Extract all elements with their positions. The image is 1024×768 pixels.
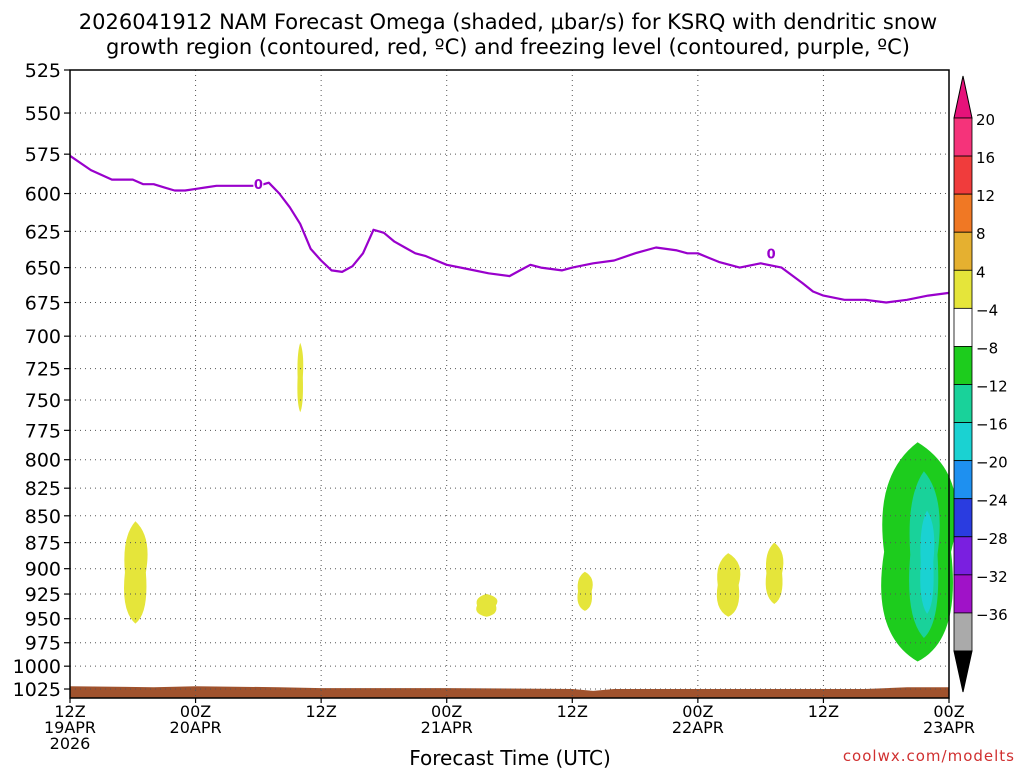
x-tick-label-36-0: 00Z (431, 702, 462, 721)
y-tick-label-725: 725 (25, 359, 61, 381)
colorbar-label-11: −28 (976, 530, 1008, 548)
colorbar-label-0: 20 (976, 111, 995, 129)
freezing-level-label-0: 0 (254, 178, 263, 193)
y-tick-label-625: 625 (25, 221, 61, 243)
colorbar-label-4: 4 (976, 263, 986, 281)
colorbar-segment-7 (953, 384, 973, 423)
colorbar-segment-5 (953, 307, 973, 347)
y-tick-label-550: 550 (25, 103, 61, 125)
y-tick-label-900: 900 (25, 559, 61, 581)
y-tick-label-800: 800 (25, 450, 61, 472)
omega-region-2 (476, 594, 498, 617)
freezing-level-line (69, 154, 950, 304)
x-tick-label-12-0: 00Z (180, 702, 211, 721)
colorbar-bottom-arrow (953, 650, 973, 693)
colorbar-label-9: −20 (976, 454, 1008, 472)
x-axis-title: Forecast Time (UTC) (409, 746, 611, 768)
y-tick-label-775: 775 (25, 420, 61, 442)
chart-title-line2: growth region (contoured, red, ºC) and f… (106, 35, 910, 59)
y-tick-label-850: 850 (25, 506, 61, 528)
y-tick-label-750: 750 (25, 390, 61, 412)
omega-region-5 (765, 542, 784, 604)
colorbar-segment-4 (953, 269, 973, 309)
colorbar-label-2: 12 (976, 187, 995, 205)
x-tick-label-48-0: 12Z (557, 702, 588, 721)
plot-frame (69, 69, 950, 699)
y-axis: 525 550 575 600 625 650 675 700 725 750 775 800 825 8… (13, 60, 70, 701)
y-tick-label-950: 950 (25, 609, 61, 631)
y-tick-label-925: 925 (25, 584, 61, 606)
colorbar-segment-3 (953, 231, 973, 271)
y-tick-label-600: 600 (25, 184, 61, 206)
colorbar-segment-10 (953, 498, 973, 538)
omega-region-8 (920, 510, 935, 614)
y-tick-label-1000: 1000 (13, 656, 61, 678)
omega-region-3 (577, 571, 593, 611)
x-tick-label-0-0: 12Z (54, 702, 85, 721)
colorbar-top-arrow (953, 75, 973, 119)
colorbar-segment-11 (953, 536, 973, 576)
grid-lines (70, 70, 949, 698)
y-tick-label-1025: 1025 (13, 679, 61, 701)
y-tick-label-875: 875 (25, 533, 61, 555)
watermark: coolwx.com/modelts (843, 747, 1015, 765)
colorbar-segment-6 (953, 346, 973, 385)
x-tick-label-0-1: 19APR (44, 718, 96, 737)
colorbar-segment-9 (953, 460, 973, 500)
colorbar-segment-13 (953, 612, 973, 652)
chart-title-line1: 2026041912 NAM Forecast Omega (shaded, μ… (79, 10, 937, 34)
colorbar-label-6: −8 (976, 339, 998, 357)
colorbar-label-13: −36 (976, 606, 1008, 624)
y-tick-label-575: 575 (25, 144, 61, 166)
y-tick-label-525: 525 (25, 60, 61, 82)
freezing-label-bg-0 (253, 177, 264, 192)
y-tick-label-825: 825 (25, 478, 61, 500)
x-tick-label-84-0: 00Z (933, 702, 964, 721)
y-tick-label-675: 675 (25, 293, 61, 315)
colorbar-label-12: −32 (976, 568, 1008, 586)
freezing-label-bg-1 (766, 246, 777, 261)
colorbar-segment-2 (953, 193, 973, 233)
colorbar-label-5: −4 (976, 301, 998, 319)
x-tick-label-84-1: 23APR (923, 718, 975, 737)
y-tick-label-700: 700 (25, 326, 61, 348)
colorbar-label-7: −12 (976, 378, 1008, 396)
x-tick-label-0-2: 2026 (50, 734, 91, 753)
omega-region-4 (716, 553, 741, 617)
omega-region-0 (124, 521, 148, 624)
colorbar-label-1: 16 (976, 149, 995, 167)
terrain-band (70, 686, 949, 698)
y-tick-label-975: 975 (25, 633, 61, 655)
colorbar-segment-12 (953, 574, 973, 614)
x-tick-label-36-1: 21APR (421, 718, 473, 737)
colorbar-segment-1 (953, 155, 973, 195)
colorbar-segment-0 (953, 117, 973, 157)
x-tick-label-12-1: 20APR (170, 718, 222, 737)
colorbar-label-10: −24 (976, 492, 1008, 510)
freezing-level-label-1: 0 (767, 247, 776, 262)
x-tick-label-72-0: 12Z (808, 702, 839, 721)
colorbar-segment-8 (953, 422, 973, 462)
x-tick-label-60-0: 00Z (682, 702, 713, 721)
freezing-level-layer: 00 (69, 154, 950, 304)
y-tick-label-650: 650 (25, 258, 61, 280)
x-tick-label-60-1: 22APR (672, 718, 724, 737)
colorbar: 20 16 12 8 4 −4 −8 −12 −16 −20 −24 −28 −32 −36 (953, 75, 1008, 693)
omega-region-1 (297, 342, 304, 413)
plot-area (70, 342, 957, 698)
colorbar-label-3: 8 (976, 225, 986, 243)
x-tick-label-24-0: 12Z (305, 702, 336, 721)
colorbar-label-8: −16 (976, 416, 1008, 434)
